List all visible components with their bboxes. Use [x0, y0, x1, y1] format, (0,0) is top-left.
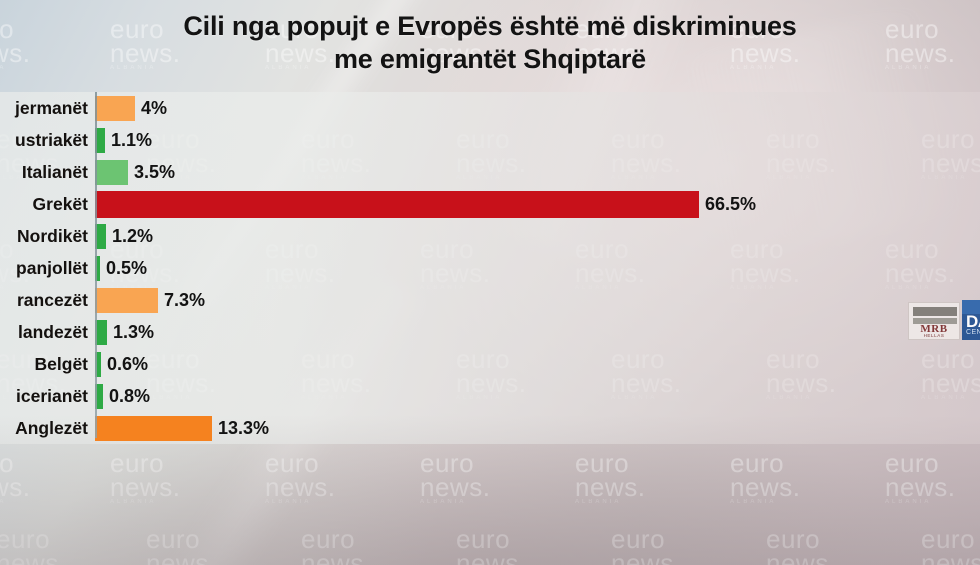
bar [95, 255, 100, 281]
bar-value-label: 4% [141, 97, 168, 118]
bar [95, 159, 128, 185]
bar-value-label: 1.3% [113, 321, 155, 342]
bar-zone: 0.6% [95, 348, 980, 380]
bar [95, 190, 699, 218]
mrb-logo-band-mid [913, 318, 957, 324]
bar-value-label: 66.5% [705, 193, 757, 214]
bar-zone: 0.8% [95, 380, 980, 412]
bar-category-label: rancezët [16, 289, 88, 310]
chart-row: rancezët 7.3% [0, 284, 980, 316]
bar-zone: 7.3% [95, 284, 980, 316]
bar [95, 319, 107, 345]
bar-category-label: Grekët [32, 193, 88, 214]
bar-value-label: 1.2% [112, 225, 154, 246]
chart-row: ustriakët 1.1% [0, 124, 980, 156]
bar [95, 223, 106, 249]
bar-zone: 13.3% [95, 412, 980, 444]
chart-row: icerianët 0.8% [0, 380, 980, 412]
bar-zone: 3.5% [95, 156, 980, 188]
chart-row: panjollët 0.5% [0, 252, 980, 284]
bar-zone: 4% [95, 92, 980, 124]
datacenter-logo-subtext: CENT [966, 329, 980, 336]
bar-value-label: 0.6% [107, 353, 149, 374]
mrb-logo-subtext: HELLAS [923, 333, 945, 338]
bar-value-label: 3.5% [134, 161, 176, 182]
datacenter-logo-text: DA [966, 312, 980, 331]
bar-category-label: panjollët [16, 257, 88, 278]
bar-zone: 0.5% [95, 252, 980, 284]
chart-y-axis [95, 92, 97, 438]
bar-value-label: 7.3% [164, 289, 206, 310]
title-line-1: Cili nga popujt e Evropës është më diskr… [183, 11, 797, 41]
bar-category-label: Italianët [21, 161, 88, 182]
bar-value-label: 0.8% [109, 385, 151, 406]
bar-category-label: Anglezët [15, 417, 88, 438]
bar-category-label: ustriakët [15, 129, 88, 150]
chart-row: Belgët 0.6% [0, 348, 980, 380]
bar-value-label: 13.3% [218, 417, 270, 438]
bar [95, 287, 158, 313]
bar-category-label: landezët [17, 321, 88, 342]
chart-row: Grekët 66.5% [0, 188, 980, 220]
title-line-2: me emigrantët Shqiptarë [334, 44, 646, 74]
bar-value-label: 0.5% [106, 257, 148, 278]
datacenter-logo: DA CENT [962, 300, 980, 340]
bar [95, 383, 103, 409]
chart-panel-background [0, 92, 980, 444]
bar-category-label: Nordikët [17, 225, 88, 246]
bar-zone: 1.3% [95, 316, 980, 348]
bar [95, 95, 135, 121]
bar-chart: jermanët 4% ustriakët 1.1% Italianët 3.5% Grek… [0, 92, 980, 444]
bar-category-label: jermanët [15, 97, 88, 118]
bar [95, 415, 212, 441]
bar-zone: 1.2% [95, 220, 980, 252]
page-title: Cili nga popujt e Evropës është më diskr… [0, 10, 980, 76]
chart-row: jermanët 4% [0, 92, 980, 124]
bar-category-label: Belgët [34, 353, 88, 374]
sponsor-logos: MRB HELLAS DA CENT [908, 300, 980, 340]
bar-value-label: 1.1% [111, 129, 153, 150]
chart-row: landezët 1.3% [0, 316, 980, 348]
mrb-logo-band-top [913, 307, 957, 316]
chart-row: Nordikët 1.2% [0, 220, 980, 252]
bar-zone: 1.1% [95, 124, 980, 156]
bar-category-label: icerianët [16, 385, 88, 406]
chart-row: Italianët 3.5% [0, 156, 980, 188]
bar [95, 351, 101, 377]
bar [95, 127, 105, 153]
mrb-logo: MRB HELLAS [908, 302, 960, 340]
chart-row: Anglezët 13.3% [0, 412, 980, 444]
datacenter-logo-header [962, 300, 980, 314]
bar-zone: 66.5% [95, 188, 980, 220]
mrb-logo-text: MRB [920, 323, 948, 335]
